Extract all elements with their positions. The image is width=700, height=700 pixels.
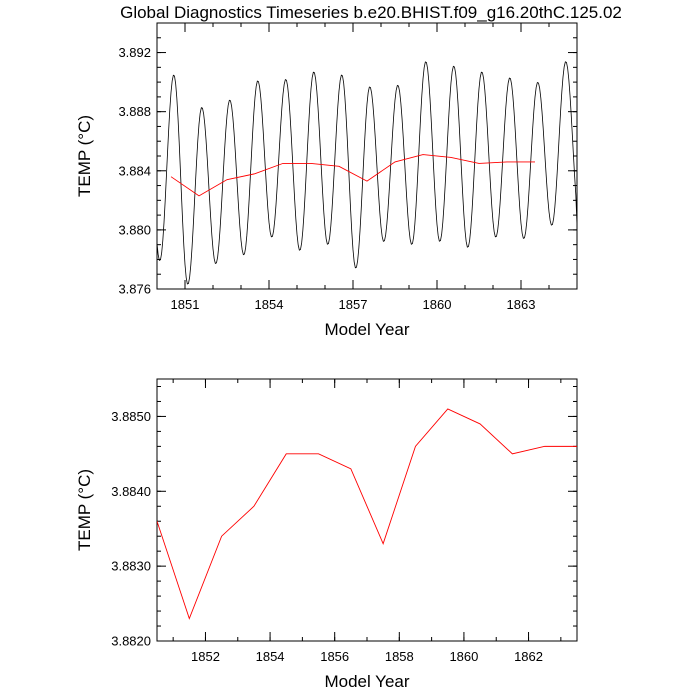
x-tick-label: 1862 — [514, 649, 543, 664]
y-tick-label: 3.8830 — [111, 559, 151, 574]
x-axis-label: Model Year — [324, 672, 409, 691]
x-tick-label: 1863 — [507, 297, 536, 312]
y-axis-label: TEMP (°C) — [75, 469, 94, 551]
plot-frame — [156, 378, 578, 642]
x-tick-label: 1851 — [171, 297, 200, 312]
x-tick-label: 1857 — [339, 297, 368, 312]
y-tick-label: 3.884 — [118, 163, 151, 178]
y-tick-label: 3.8840 — [111, 484, 151, 499]
x-tick-label: 1852 — [191, 649, 220, 664]
x-tick-label: 1854 — [255, 297, 284, 312]
x-tick-label: 1860 — [449, 649, 478, 664]
series-line-annual — [170, 154, 535, 197]
x-tick-label: 1860 — [423, 297, 452, 312]
x-tick-label: 1856 — [320, 649, 349, 664]
bottom-panel: 1852 1854 1856 1858 1860 1862 3.8820 3.8830 3.88… — [75, 378, 578, 691]
chart-title: Global Diagnostics Timeseries b.e20.BHIS… — [120, 3, 622, 22]
plot-frame — [156, 22, 578, 290]
y-tick-label: 3.892 — [118, 45, 151, 60]
y-axis-label: TEMP (°C) — [75, 115, 94, 197]
series-line-annual — [157, 408, 577, 620]
series-line-monthly — [157, 61, 577, 285]
x-tick-label: 1858 — [385, 649, 414, 664]
x-axis-label: Model Year — [324, 320, 409, 339]
x-tick-label: 1854 — [256, 649, 285, 664]
top-panel: 1851 1854 1857 1860 1863 3.876 3.880 3.884 3.888… — [75, 22, 578, 339]
y-tick-label: 3.8850 — [111, 409, 151, 424]
y-tick-label: 3.876 — [118, 282, 151, 297]
y-tick-label: 3.8820 — [111, 634, 151, 649]
y-tick-label: 3.888 — [118, 104, 151, 119]
y-tick-label: 3.880 — [118, 222, 151, 237]
